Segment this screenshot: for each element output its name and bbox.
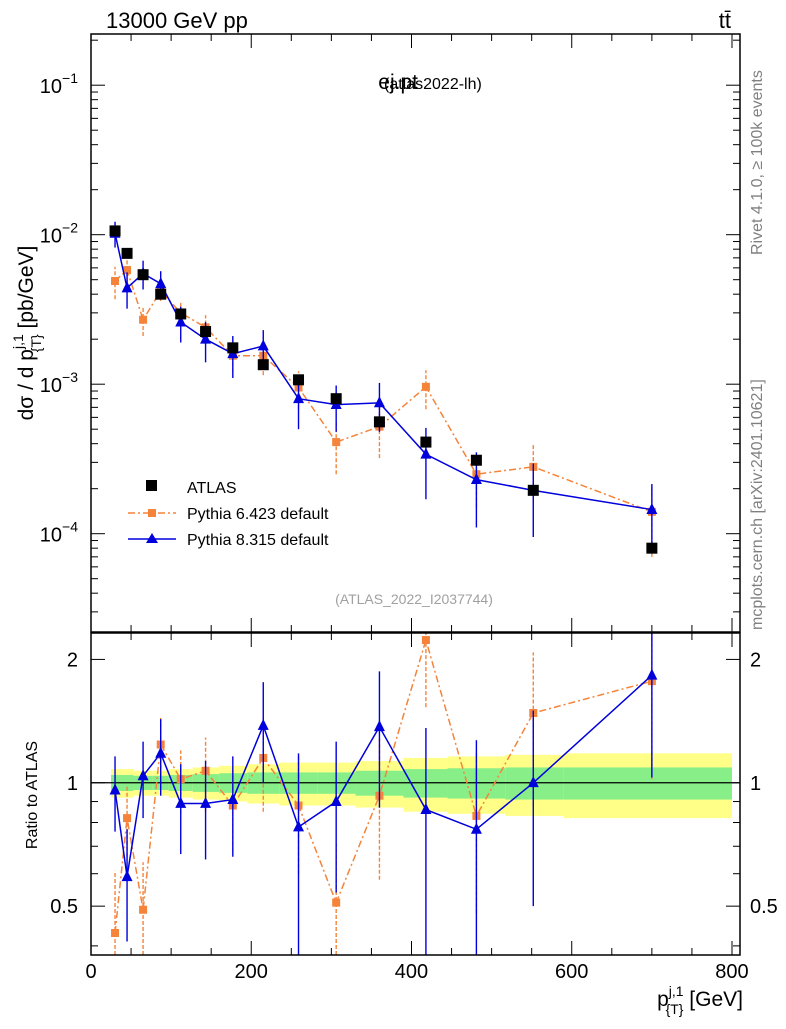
ratio-y-tick-label: 2 [67,649,78,671]
energy-label: 13000 GeV pp [106,8,248,33]
x-tick-label: 800 [715,961,748,983]
process-label: tt̄ [719,8,731,33]
atlas-point [330,393,342,405]
plot-title-main: ej.pt [378,71,418,94]
ratio-y-axis-label: Ratio to ATLAS [24,741,41,849]
ratio-pythia8-point [175,796,187,808]
pythia8-point [373,396,385,408]
ratio-y-tick-label-right: 0.5 [750,896,778,918]
pythia6-point [332,438,341,447]
ratio-y-tick-label-right: 2 [750,649,761,671]
atlas-point [227,342,239,354]
x-tick-label: 200 [235,961,268,983]
pythia6-point [421,382,430,391]
main-frame [90,33,741,633]
legend-label-pythia8: Pythia 8.315 default [187,532,329,549]
ratio-pythia8-point [137,769,149,781]
atlas-point [109,225,121,237]
ratio-band-inner [563,767,732,800]
pythia8-point [646,502,658,514]
ratio-pythia8-point [420,803,432,815]
ratio-pythia8-point [227,792,239,804]
ratio-pythia6-point [111,928,120,937]
atlas-point [373,416,385,428]
main-panel: ej.pt (atlas2022-lh) (ATLAS_2022_I203774… [90,33,741,633]
atlas-point [121,247,133,259]
pythia8-point [420,447,432,459]
ratio-pythia8-point [109,783,121,795]
plot-subtitle: (atlas2022-lh) [384,76,482,93]
y-tick-label: 10−1 [40,70,78,98]
ratio-y-tick-label-right: 1 [750,773,761,795]
pythia8-point [155,277,167,289]
ratio-pythia8-point [257,718,269,730]
pythia8-point [257,339,269,351]
pythia8-point [293,392,305,404]
atlas-point [200,326,212,338]
rivet-label: Rivet 4.1.0, ≥ 100k events [749,70,766,255]
y-tick-label: 10−3 [40,369,78,397]
ratio-pythia8-point [527,776,539,788]
ratio-pythia8-point [200,796,212,808]
legend: ATLAS Pythia 6.423 default Pythia 8.315 … [128,480,329,549]
ratio-pythia6-point [139,905,148,914]
ratio-pythia8-point [293,820,305,832]
legend-label-atlas: ATLAS [187,480,237,497]
atlas-point [646,542,658,554]
pythia8-point [200,332,212,344]
ratio-frame [90,632,741,956]
x-axis-label: pj,1 {T} [GeV] [657,983,743,1017]
ratio-pythia8-point [470,822,482,834]
pythia6-point [111,277,120,286]
atlas-point [137,269,149,281]
ratio-pythia6-point [332,898,341,907]
atlas-point [155,288,167,300]
ratio-pythia8-point [373,720,385,732]
pythia8-point [121,281,133,293]
atlas-point [527,484,539,496]
x-tick-label: 600 [555,961,588,983]
y-tick-label: 10−2 [40,220,78,248]
legend-marker-pythia6 [148,509,156,517]
legend-marker-pythia8 [146,533,158,543]
ratio-pythia8-point [121,870,133,882]
ratio-pythia6-point [421,636,430,645]
ratio-pythia8-point [646,668,658,680]
plot-title: ej.pt [378,71,418,94]
ratio-y-tick-label: 1 [67,773,78,795]
pythia8-point [175,315,187,327]
site-label: mcplots.cern.ch [arXiv:2401.10621] [749,379,766,630]
y-axis-label: dσ / d pj,1 {T} [pb/GeV] [10,246,44,421]
ratio-y-tick-label: 0.5 [50,896,78,918]
atlas-point [293,374,305,386]
x-tick-label: 400 [395,961,428,983]
pythia6-point [123,266,132,275]
legend-label-pythia6: Pythia 6.423 default [187,506,329,523]
ratio-pythia6-point [123,814,132,823]
pythia8-point [470,473,482,485]
ratio-panel [90,632,741,956]
legend-marker-atlas [146,480,157,491]
analysis-watermark: (ATLAS_2022_I2037744) [335,591,493,607]
atlas-point [175,308,187,320]
x-tick-label: 0 [85,961,96,983]
pythia6-point [139,315,148,324]
ratio-pythia8-point [155,746,167,758]
atlas-point [470,454,482,466]
ratio-pythia8-point [330,794,342,806]
y-tick-label: 10−4 [40,519,78,547]
atlas-point [257,359,269,371]
atlas-point [420,436,432,448]
